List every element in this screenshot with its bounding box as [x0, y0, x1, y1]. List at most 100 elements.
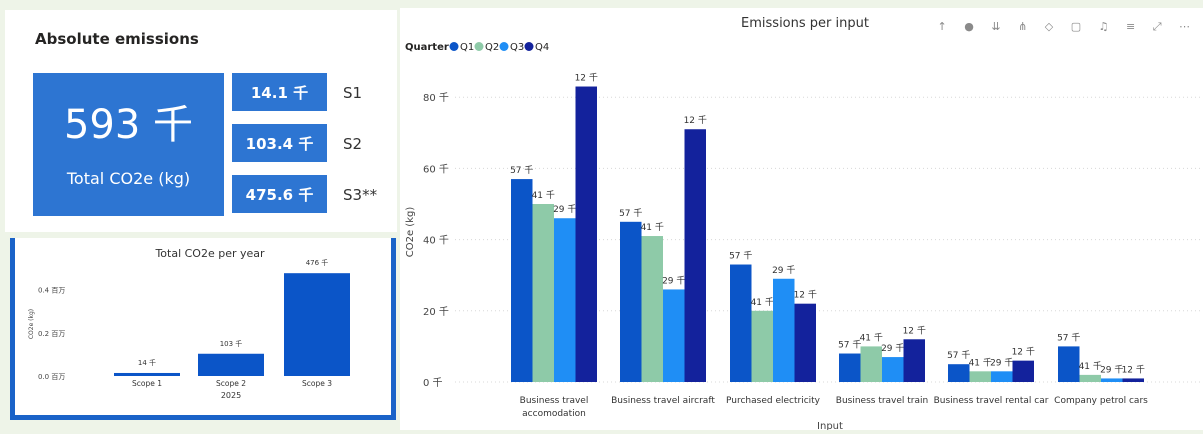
legend-marker[interactable] [449, 42, 459, 51]
year-chart-title: Total CO2e per year [154, 247, 265, 260]
input-bar[interactable] [511, 179, 533, 382]
input-bar-label: 57 千 [729, 251, 752, 262]
year-bar-label: 476 千 [306, 258, 329, 267]
input-bar-label: 57 千 [510, 165, 533, 176]
input-bar-label: 29 千 [881, 343, 904, 354]
input-bar[interactable] [554, 218, 576, 382]
year-bar[interactable] [114, 372, 180, 376]
input-bar[interactable] [751, 310, 774, 382]
year-chart-panel[interactable]: Total CO2e per year CO2e (kg) 0.0 百万 0.2 … [10, 238, 396, 420]
year-ytick-label: 0.0 百万 [38, 373, 65, 381]
input-bar[interactable] [575, 86, 598, 383]
year-bar[interactable] [284, 273, 350, 376]
input-bar-label: 41 千 [860, 332, 883, 343]
input-bar-label: 12 千 [1012, 347, 1035, 358]
year-category-label: Scope 3 [302, 379, 332, 388]
scope1-card[interactable]: 14.1 千 [232, 73, 327, 111]
input-bar-label: 29 千 [772, 265, 795, 276]
input-bar[interactable] [773, 278, 795, 382]
input-bar[interactable] [620, 221, 642, 382]
scope2-card[interactable]: 103.4 千 [232, 124, 327, 162]
input-bar-label: 57 千 [947, 350, 970, 361]
total-kpi-card[interactable]: 593 千 Total CO2e (kg) [33, 73, 224, 216]
year-group-label: 2025 [221, 391, 241, 400]
year-category-label: Scope 1 [132, 379, 162, 388]
input-bar[interactable] [1101, 378, 1123, 382]
input-bar-label: 12 千 [1122, 364, 1145, 375]
input-bar-label: 12 千 [575, 73, 598, 84]
scope3-label: S3** [343, 186, 378, 204]
input-bar-label: 41 千 [969, 357, 992, 368]
year-bar-label: 103 千 [220, 339, 243, 348]
legend-label[interactable]: Q4 [535, 42, 549, 53]
input-bar-label: 12 千 [903, 325, 926, 336]
year-category-label: Scope 2 [216, 379, 246, 388]
legend-marker[interactable] [524, 42, 534, 51]
input-bar[interactable] [663, 289, 685, 382]
input-bar[interactable] [1122, 378, 1145, 382]
input-chart: Emissions per input Quarter Q1 Q2 Q3 Q4 CO2… [405, 16, 1203, 432]
input-bar-label: 41 千 [751, 297, 774, 308]
ytick-label: 60 千 [423, 163, 449, 175]
input-bar[interactable] [684, 129, 707, 382]
ytick-label: 0 千 [423, 377, 443, 389]
year-ytick-label: 0.4 百万 [38, 287, 65, 295]
visual-toolbar-icons[interactable]: ↑ ● ⇊ ⋔ ◇ ▢ ♫ ≡ ⤢ ⋯ [937, 20, 1197, 33]
input-chart-title: Emissions per input [741, 16, 869, 31]
input-bar-label: 41 千 [1079, 361, 1102, 372]
category-label: Company petrol cars [1054, 396, 1148, 406]
category-label: accomodation [522, 409, 586, 419]
kpi-title: Absolute emissions [35, 30, 199, 48]
legend-label[interactable]: Q3 [510, 42, 524, 53]
input-bar[interactable] [1079, 374, 1102, 382]
ytick-label: 20 千 [423, 306, 449, 318]
input-bar-label: 57 千 [1057, 332, 1080, 343]
category-label: Business travel train [836, 396, 928, 406]
input-bar-label: 41 千 [641, 222, 664, 233]
legend-marker[interactable] [499, 42, 509, 51]
input-bar-label: 57 千 [619, 208, 642, 219]
input-bar[interactable] [730, 264, 752, 382]
year-bar-label: 14 千 [138, 358, 156, 367]
input-bar[interactable] [839, 353, 861, 382]
input-bar-label: 12 千 [794, 290, 817, 301]
category-label: Business travel [520, 396, 589, 406]
legend-title: Quarter [405, 42, 449, 53]
legend-marker[interactable] [474, 42, 484, 51]
ytick-label: 80 千 [423, 92, 449, 104]
ytick-label: 40 千 [423, 235, 449, 247]
input-bar[interactable] [1058, 346, 1080, 382]
year-chart-ylabel: CO2e (kg) [28, 309, 35, 339]
legend-label[interactable]: Q1 [460, 42, 474, 53]
input-bar-label: 29 千 [553, 204, 576, 215]
input-chart-xlabel: Input [817, 421, 843, 430]
input-bar-label: 57 千 [838, 340, 861, 351]
input-bar[interactable] [991, 371, 1013, 382]
input-bar[interactable] [532, 204, 555, 382]
category-label: Business travel rental car [934, 396, 1049, 406]
input-bar-label: 29 千 [1100, 364, 1123, 375]
input-bar[interactable] [882, 357, 904, 382]
year-ytick-label: 0.2 百万 [38, 330, 65, 338]
total-kpi-value: 593 千 [63, 102, 194, 148]
input-chart-panel[interactable]: ↑ ● ⇊ ⋔ ◇ ▢ ♫ ≡ ⤢ ⋯ Emissions per input … [400, 8, 1203, 432]
input-bar-label: 29 千 [662, 275, 685, 286]
input-bar[interactable] [860, 346, 883, 382]
input-bar-label: 29 千 [990, 357, 1013, 368]
total-kpi-label: Total CO2e (kg) [66, 169, 191, 188]
input-bar[interactable] [903, 339, 926, 382]
category-label: Business travel aircraft [611, 396, 715, 406]
input-bar-label: 41 千 [532, 190, 555, 201]
input-bar[interactable] [1012, 360, 1035, 382]
input-bar[interactable] [969, 371, 992, 382]
scope2-label: S2 [343, 135, 363, 153]
input-bar[interactable] [641, 236, 664, 382]
scope3-card[interactable]: 475.6 千 [232, 175, 327, 213]
legend-label[interactable]: Q2 [485, 42, 499, 53]
input-bar[interactable] [794, 303, 817, 382]
input-bar-label: 12 千 [684, 115, 707, 126]
input-bar[interactable] [948, 364, 970, 382]
year-chart: Total CO2e per year CO2e (kg) 0.0 百万 0.2 … [28, 247, 350, 400]
category-label: Purchased electricity [726, 396, 821, 406]
year-bar[interactable] [198, 353, 264, 376]
